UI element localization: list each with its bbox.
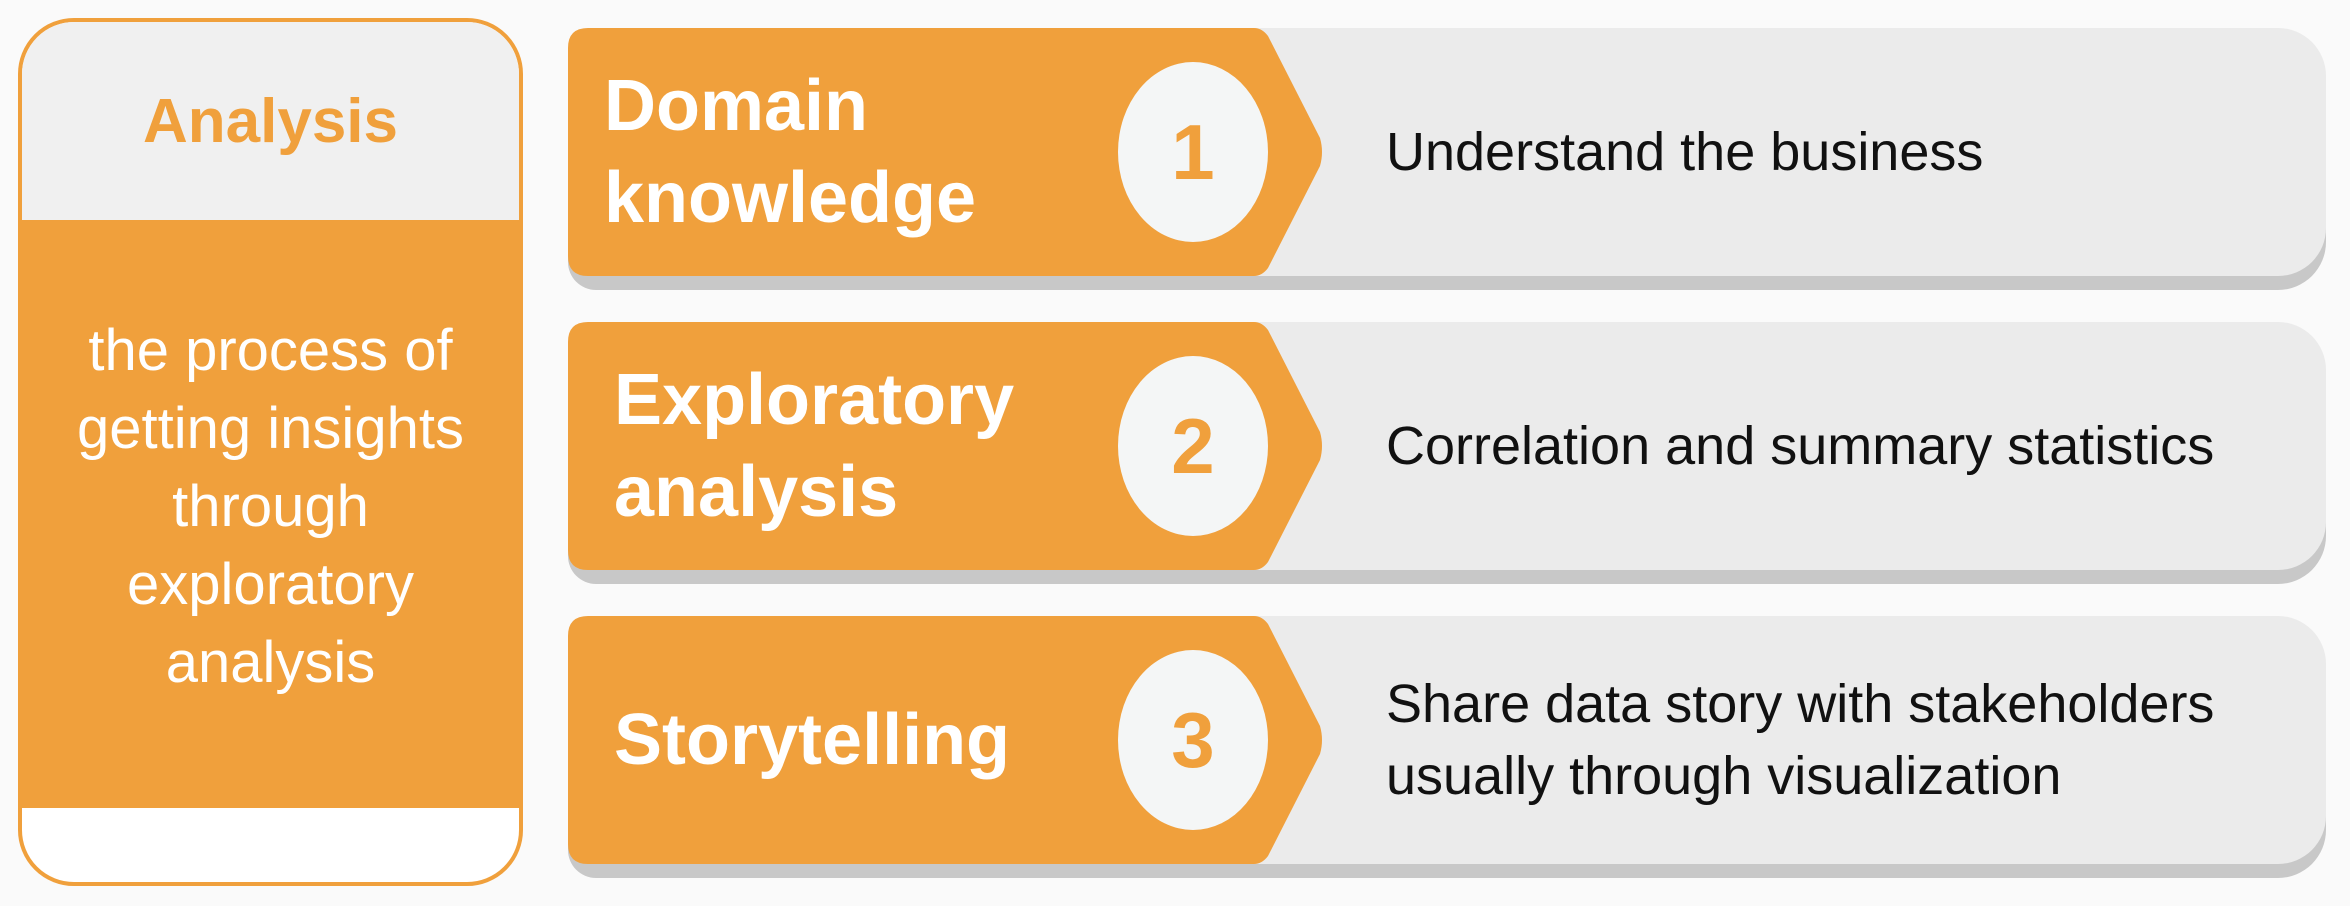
step-description: Share data story with stakeholders usual… (1386, 674, 2215, 806)
analysis-card-body: the process of getting insights through … (22, 220, 519, 808)
step-title: Storytelling (614, 700, 1011, 780)
step-title: Domain knowledge (604, 66, 977, 238)
step-row-2: Exploratory analysis 2 Correlation and s… (568, 322, 2326, 584)
step-header-arrow (568, 616, 1328, 864)
step-number-badge: 3 (1118, 650, 1268, 830)
analysis-card: Analysis the process of getting insights… (18, 18, 523, 886)
analysis-title: Analysis (142, 86, 399, 156)
step-header-arrow (568, 322, 1328, 570)
analysis-card-header: Analysis (22, 22, 519, 220)
step-description: Understand the business (1386, 122, 1984, 182)
step-row-1: Domain knowledge 1 Understand the busine… (568, 28, 2326, 290)
step-header-arrow (568, 28, 1328, 276)
step-number-badge: 1 (1118, 62, 1268, 242)
step-number-badge: 2 (1118, 356, 1268, 536)
step-description: Correlation and summary statistics (1386, 416, 2215, 476)
analysis-description: the process of getting insights through … (77, 318, 464, 695)
step-title: Exploratory analysis (614, 360, 1015, 532)
step-row-3: Storytelling 3 Share data story with sta… (568, 616, 2326, 878)
